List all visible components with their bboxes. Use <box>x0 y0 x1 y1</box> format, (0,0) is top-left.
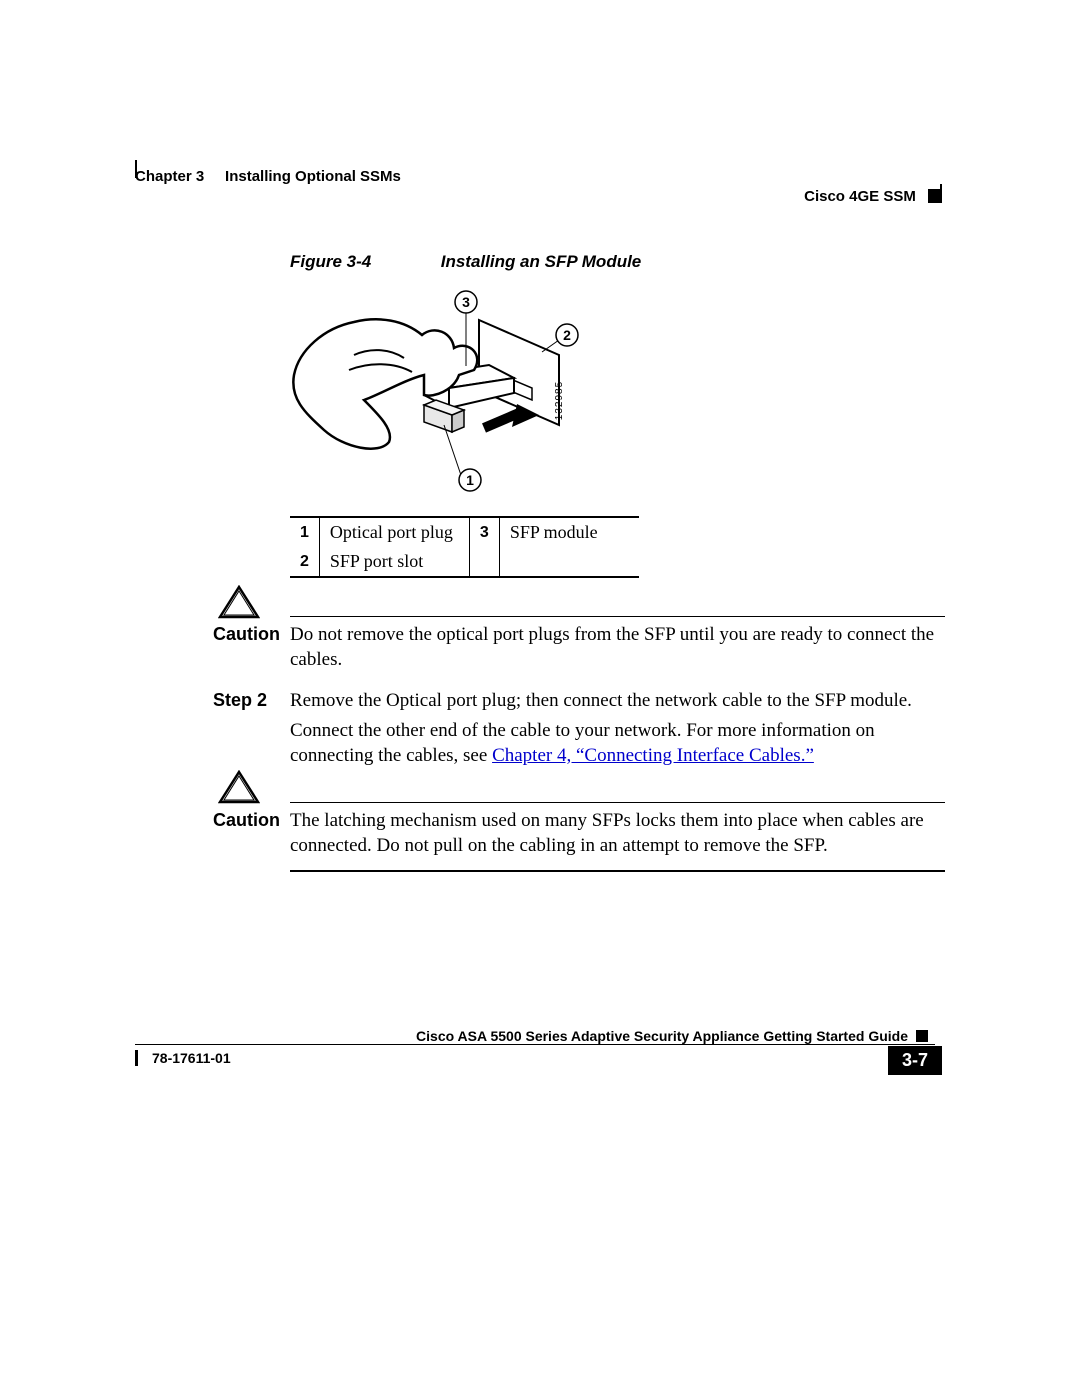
caution-text: The latching mechanism used on many SFPs… <box>290 808 950 858</box>
callout-text: SFP module <box>499 517 639 547</box>
table-row: 2 SFP port slot <box>290 547 639 577</box>
callout-num: 1 <box>290 517 319 547</box>
figure-title: Installing an SFP Module <box>441 252 642 271</box>
svg-text:2: 2 <box>563 327 571 343</box>
caution-text: Do not remove the optical port plugs fro… <box>290 622 950 672</box>
caution-icon <box>218 770 260 806</box>
svg-text:1: 1 <box>466 472 474 488</box>
footer-doc-number: 78-17611-01 <box>152 1050 231 1066</box>
footer-rule <box>135 1044 935 1045</box>
table-row: 1 Optical port plug 3 SFP module <box>290 517 639 547</box>
rule <box>290 802 945 803</box>
figure-illustration: 3 2 1 <box>284 280 584 505</box>
callout-table: 1 Optical port plug 3 SFP module 2 SFP p… <box>290 516 639 578</box>
running-header: Chapter 3 Installing Optional SSMs Cisco… <box>135 168 942 186</box>
chapter-number: Chapter 3 <box>135 168 204 185</box>
caution-label: Caution <box>213 624 280 645</box>
rule <box>290 616 945 617</box>
footer-book-title: Cisco ASA 5500 Series Adaptive Security … <box>416 1028 908 1044</box>
footer-square-icon <box>916 1030 928 1042</box>
callout-num: 3 <box>469 517 499 547</box>
svg-text:3: 3 <box>462 294 470 310</box>
caution-icon <box>218 585 260 621</box>
page: Chapter 3 Installing Optional SSMs Cisco… <box>0 0 1080 1397</box>
callout-text: SFP port slot <box>319 547 469 577</box>
figure-art-number: 132985 <box>554 381 565 420</box>
figure-label: Figure 3-4 <box>290 252 371 271</box>
figure-caption: Figure 3-4 Installing an SFP Module <box>290 252 641 272</box>
footer-bar-icon <box>135 1050 138 1066</box>
xref-link[interactable]: Chapter 4, “Connecting Interface Cables.… <box>492 745 814 766</box>
callout-text <box>499 547 639 577</box>
rule <box>290 870 945 872</box>
chapter-title: Installing Optional SSMs <box>225 168 401 185</box>
step-text: Remove the Optical port plug; then conne… <box>290 688 950 713</box>
caution-label: Caution <box>213 810 280 831</box>
step-label: Step 2 <box>213 690 267 711</box>
footer-page-number: 3-7 <box>888 1046 942 1075</box>
body-paragraph: Connect the other end of the cable to yo… <box>290 718 950 768</box>
crop-mark <box>940 184 942 198</box>
section-title: Cisco 4GE SSM <box>804 188 916 205</box>
callout-text: Optical port plug <box>319 517 469 547</box>
callout-num <box>469 547 499 577</box>
callout-num: 2 <box>290 547 319 577</box>
